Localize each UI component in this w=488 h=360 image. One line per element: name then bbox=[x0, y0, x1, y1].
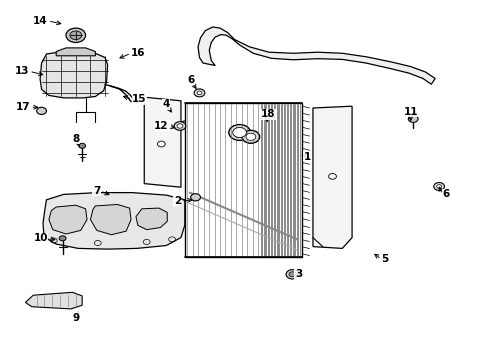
PathPatch shape bbox=[178, 120, 222, 130]
Text: 4: 4 bbox=[162, 99, 170, 109]
Text: 6: 6 bbox=[442, 189, 449, 199]
Text: 13: 13 bbox=[15, 66, 29, 76]
Polygon shape bbox=[56, 48, 95, 56]
Polygon shape bbox=[222, 124, 239, 142]
Text: 8: 8 bbox=[72, 134, 79, 144]
Text: 9: 9 bbox=[72, 312, 79, 323]
PathPatch shape bbox=[198, 27, 434, 84]
Text: 12: 12 bbox=[154, 121, 168, 131]
Polygon shape bbox=[43, 193, 184, 249]
Circle shape bbox=[436, 185, 441, 188]
Text: 1: 1 bbox=[303, 152, 310, 162]
Text: 6: 6 bbox=[187, 75, 194, 85]
Text: 16: 16 bbox=[131, 48, 145, 58]
Text: 18: 18 bbox=[260, 109, 275, 120]
Text: 10: 10 bbox=[33, 233, 48, 243]
Polygon shape bbox=[49, 205, 87, 234]
Circle shape bbox=[174, 122, 185, 130]
Text: 11: 11 bbox=[403, 107, 417, 117]
Polygon shape bbox=[144, 97, 181, 187]
Polygon shape bbox=[136, 208, 167, 230]
Circle shape bbox=[59, 236, 66, 241]
Polygon shape bbox=[25, 292, 82, 309]
Circle shape bbox=[288, 272, 295, 277]
Polygon shape bbox=[40, 51, 107, 98]
Circle shape bbox=[70, 31, 81, 40]
Circle shape bbox=[242, 130, 259, 143]
Circle shape bbox=[285, 270, 298, 279]
Text: 3: 3 bbox=[294, 269, 302, 279]
Text: 7: 7 bbox=[93, 186, 100, 196]
Circle shape bbox=[232, 127, 246, 138]
Bar bbox=[184, 103, 302, 257]
Circle shape bbox=[197, 91, 202, 95]
Circle shape bbox=[37, 107, 46, 114]
Circle shape bbox=[194, 89, 204, 97]
Circle shape bbox=[433, 183, 444, 190]
Circle shape bbox=[177, 124, 183, 128]
Circle shape bbox=[407, 115, 417, 122]
Circle shape bbox=[79, 143, 85, 148]
Text: 2: 2 bbox=[173, 196, 181, 206]
Polygon shape bbox=[90, 204, 131, 235]
Text: 17: 17 bbox=[16, 102, 30, 112]
Polygon shape bbox=[312, 106, 351, 248]
Text: 14: 14 bbox=[33, 16, 48, 26]
Circle shape bbox=[66, 28, 85, 42]
Circle shape bbox=[190, 194, 200, 201]
Text: 5: 5 bbox=[381, 254, 388, 264]
Circle shape bbox=[228, 125, 250, 140]
Circle shape bbox=[245, 133, 255, 140]
Text: 15: 15 bbox=[132, 94, 146, 104]
